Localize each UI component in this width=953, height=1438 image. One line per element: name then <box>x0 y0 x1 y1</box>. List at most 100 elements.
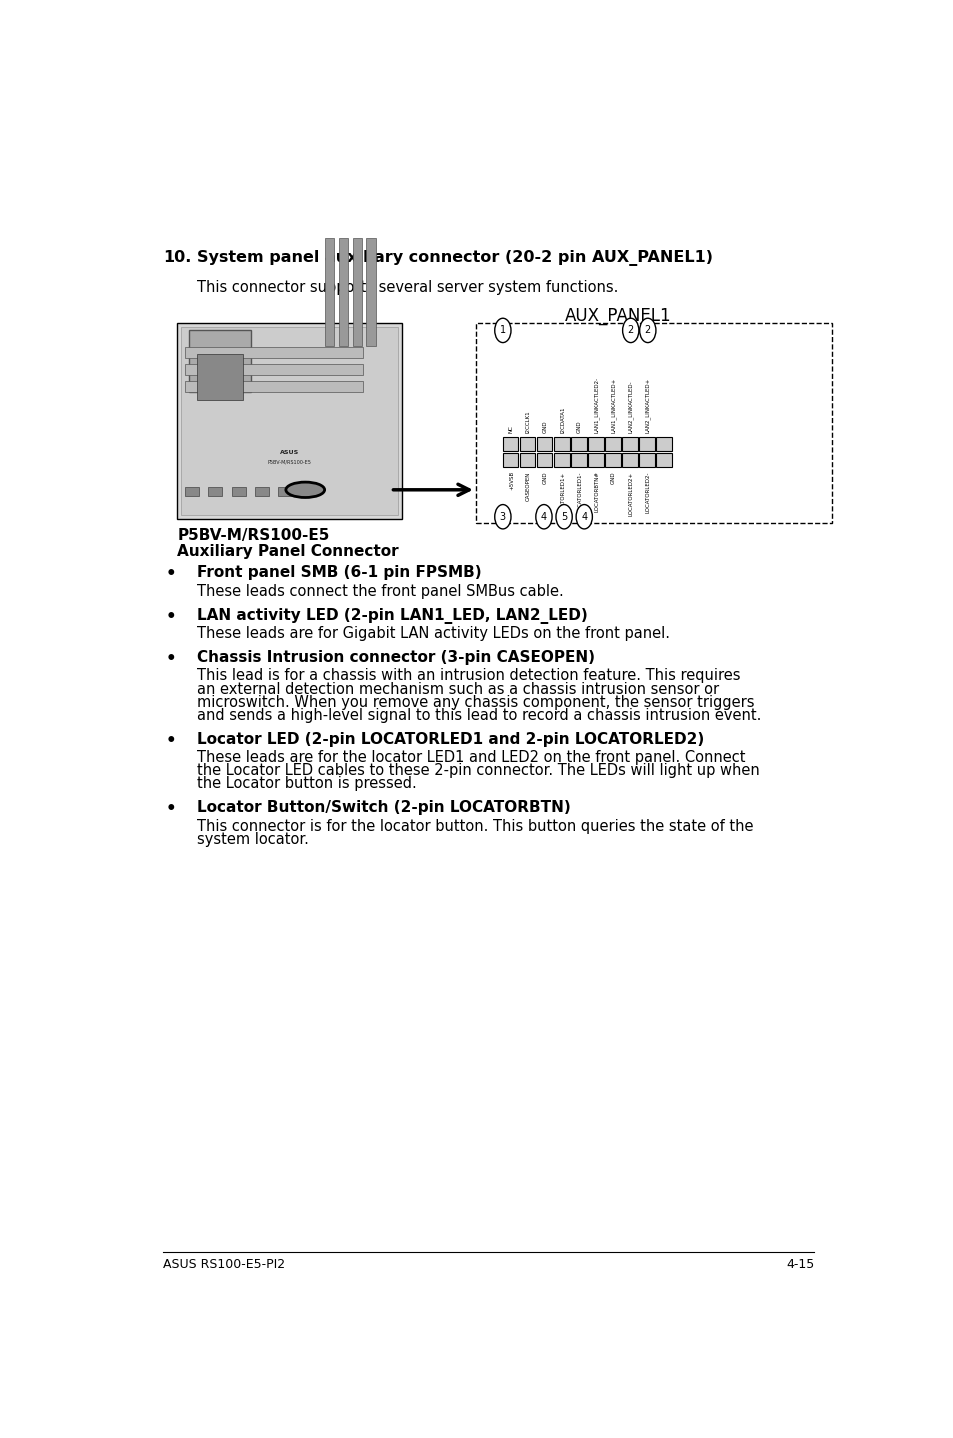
Text: the Locator LED cables to these 2-pin connector. The LEDs will light up when: the Locator LED cables to these 2-pin co… <box>196 764 759 778</box>
Text: I2CCLK1: I2CCLK1 <box>525 410 531 433</box>
Bar <box>338 239 348 345</box>
Text: 10.: 10. <box>163 250 192 265</box>
Text: •: • <box>166 800 176 818</box>
Bar <box>639 437 654 452</box>
Text: LOCATORLED2+: LOCATORLED2+ <box>628 472 633 516</box>
Text: Chassis Intrusion connector (3-pin CASEOPEN): Chassis Intrusion connector (3-pin CASEO… <box>196 650 594 664</box>
Bar <box>571 453 586 467</box>
Bar <box>177 322 402 519</box>
Bar <box>639 453 654 467</box>
Bar <box>185 348 363 358</box>
Bar <box>554 437 569 452</box>
Circle shape <box>495 505 511 529</box>
Bar <box>502 437 517 452</box>
Text: 4: 4 <box>580 512 587 522</box>
Text: P5BV-M/RS100-E5: P5BV-M/RS100-E5 <box>268 459 312 464</box>
Text: System panel auxiliary connector (20-2 pin AUX_PANEL1): System panel auxiliary connector (20-2 p… <box>196 250 712 266</box>
Bar <box>476 322 831 523</box>
Bar <box>571 437 586 452</box>
Text: •: • <box>166 650 176 669</box>
Bar <box>366 239 375 345</box>
Bar <box>656 453 671 467</box>
Bar <box>185 381 363 393</box>
Bar <box>324 239 334 345</box>
Bar <box>519 437 535 452</box>
Text: These leads are for Gigabit LAN activity LEDs on the front panel.: These leads are for Gigabit LAN activity… <box>196 626 669 641</box>
Circle shape <box>576 505 592 529</box>
Text: P5BV-M/RS100-E5: P5BV-M/RS100-E5 <box>177 528 330 544</box>
Text: Locator Button/Switch (2-pin LOCATORBTN): Locator Button/Switch (2-pin LOCATORBTN) <box>196 800 570 815</box>
Text: I2CDATA1: I2CDATA1 <box>559 407 564 433</box>
Bar <box>181 326 397 515</box>
Bar <box>353 239 361 345</box>
Text: AUX_PANEL1: AUX_PANEL1 <box>564 308 671 325</box>
Text: an external detection mechanism such as a chassis intrusion sensor or: an external detection mechanism such as … <box>196 682 719 696</box>
Text: 4: 4 <box>540 512 546 522</box>
Text: GND: GND <box>611 472 616 485</box>
Bar <box>537 437 552 452</box>
Text: •: • <box>166 608 176 626</box>
Bar <box>502 453 517 467</box>
Circle shape <box>639 318 656 342</box>
Bar <box>232 486 245 496</box>
Bar <box>587 437 603 452</box>
Text: LAN activity LED (2-pin LAN1_LED, LAN2_LED): LAN activity LED (2-pin LAN1_LED, LAN2_L… <box>196 608 587 624</box>
Text: GND: GND <box>577 420 581 433</box>
Bar <box>185 486 199 496</box>
Text: 3: 3 <box>499 512 505 522</box>
Bar <box>587 453 603 467</box>
Text: LOCATORLED1-: LOCATORLED1- <box>577 472 581 513</box>
Bar <box>621 437 637 452</box>
Text: This lead is for a chassis with an intrusion detection feature. This requires: This lead is for a chassis with an intru… <box>196 669 740 683</box>
Text: This connector supports several server system functions.: This connector supports several server s… <box>196 280 618 295</box>
Text: LAN1_LINKACTLED+: LAN1_LINKACTLED+ <box>610 377 616 433</box>
Bar <box>254 486 269 496</box>
Circle shape <box>556 505 572 529</box>
Bar <box>185 364 363 375</box>
Text: Locator LED (2-pin LOCATORLED1 and 2-pin LOCATORLED2): Locator LED (2-pin LOCATORLED1 and 2-pin… <box>196 732 703 746</box>
Text: 2: 2 <box>644 325 650 335</box>
Text: CASEOPEN: CASEOPEN <box>525 472 531 500</box>
Text: 5: 5 <box>560 512 567 522</box>
Bar <box>519 453 535 467</box>
Bar <box>604 437 620 452</box>
Bar <box>656 437 671 452</box>
Text: •: • <box>166 732 176 749</box>
Bar <box>278 486 292 496</box>
Text: ASUS RS100-E5-PI2: ASUS RS100-E5-PI2 <box>163 1258 285 1271</box>
Text: ASUS: ASUS <box>280 450 299 454</box>
Ellipse shape <box>286 482 324 498</box>
Text: LOCATORLED1+: LOCATORLED1+ <box>559 472 564 516</box>
Text: GND: GND <box>542 420 547 433</box>
Text: and sends a high-level signal to this lead to record a chassis intrusion event.: and sends a high-level signal to this le… <box>196 707 760 723</box>
Circle shape <box>495 318 511 342</box>
Text: 1: 1 <box>499 325 505 335</box>
Text: the Locator button is pressed.: the Locator button is pressed. <box>196 777 416 791</box>
Text: These leads connect the front panel SMBus cable.: These leads connect the front panel SMBu… <box>196 584 563 598</box>
Text: NC: NC <box>508 426 514 433</box>
Text: GND: GND <box>542 472 547 485</box>
Text: microswitch. When you remove any chassis component, the sensor triggers: microswitch. When you remove any chassis… <box>196 695 754 709</box>
Bar <box>604 453 620 467</box>
Bar <box>196 354 243 400</box>
Text: LOCATORLED2-: LOCATORLED2- <box>644 472 650 513</box>
Text: system locator.: system locator. <box>196 831 309 847</box>
Bar <box>537 453 552 467</box>
Bar <box>554 453 569 467</box>
Text: 4-15: 4-15 <box>785 1258 814 1271</box>
Text: +5VSB: +5VSB <box>508 472 514 490</box>
Text: LAN2_LINKACTLED+: LAN2_LINKACTLED+ <box>644 377 650 433</box>
Bar <box>208 486 222 496</box>
Text: Auxiliary Panel Connector: Auxiliary Panel Connector <box>177 544 398 559</box>
Text: These leads are for the locator LED1 and LED2 on the front panel. Connect: These leads are for the locator LED1 and… <box>196 751 744 765</box>
Circle shape <box>622 318 639 342</box>
Text: LAN2_LINKACTLED-: LAN2_LINKACTLED- <box>627 380 633 433</box>
Text: This connector is for the locator button. This button queries the state of the: This connector is for the locator button… <box>196 818 753 834</box>
Text: LOCATORBTN#: LOCATORBTN# <box>594 472 598 512</box>
Text: LAN1_LINKACTLED2-: LAN1_LINKACTLED2- <box>593 377 598 433</box>
Text: Front panel SMB (6-1 pin FPSMB): Front panel SMB (6-1 pin FPSMB) <box>196 565 481 581</box>
Bar <box>189 331 251 393</box>
Text: 2: 2 <box>627 325 633 335</box>
Circle shape <box>536 505 552 529</box>
Text: •: • <box>166 565 176 584</box>
